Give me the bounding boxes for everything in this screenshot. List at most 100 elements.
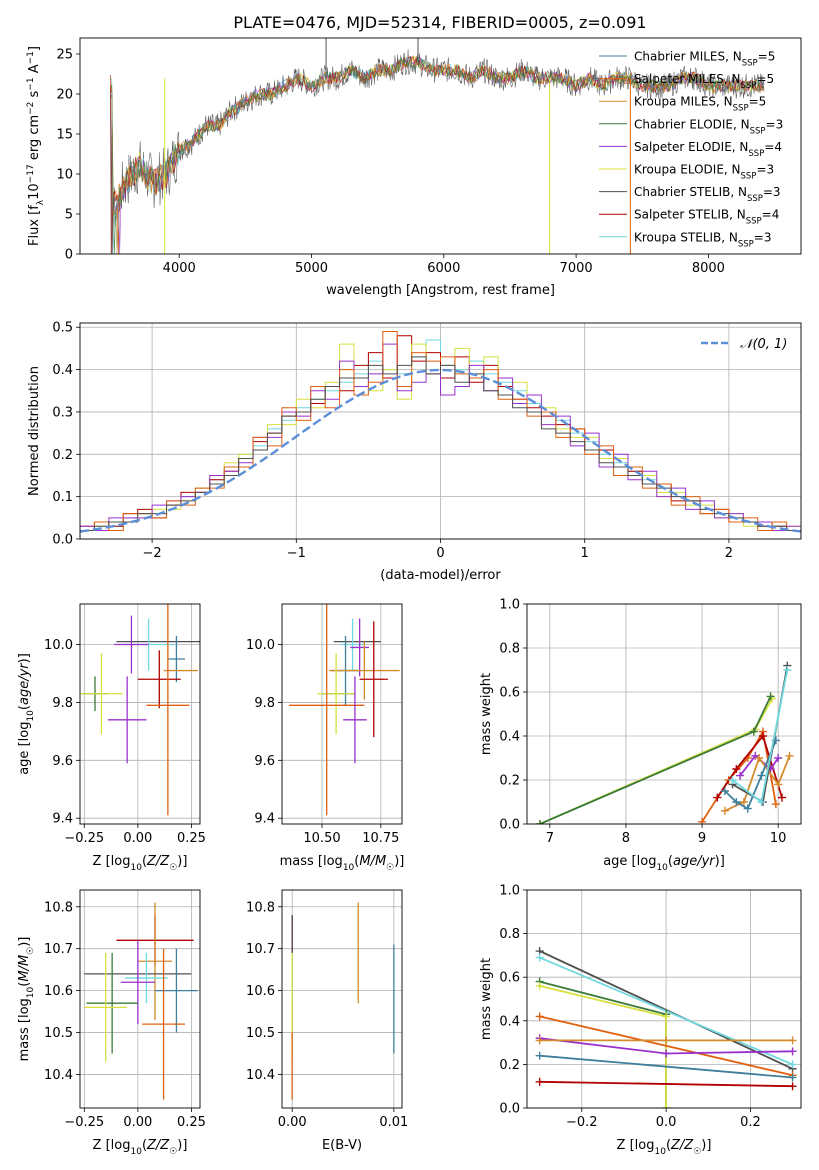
legend-text: Kroupa MILES, N	[634, 95, 733, 109]
x-tick-label: 1	[581, 546, 589, 561]
x-tick-label: 7000	[560, 261, 593, 276]
label-part: (	[17, 705, 32, 710]
weight-marker	[749, 727, 758, 736]
x-axis-label: age [log10(age/yr)]	[603, 854, 725, 873]
y-tick-label: 9.6	[254, 754, 275, 769]
weight-line-salpeter_stelib	[539, 1080, 793, 1088]
label-part: Z [log	[617, 1138, 655, 1153]
axes-frame	[79, 603, 201, 825]
y-tick-label: 9.6	[52, 754, 73, 769]
weight-marker	[788, 1060, 797, 1069]
label-part: )]	[701, 1138, 711, 1153]
weight-line-kroupa_elodie	[539, 985, 667, 1108]
weight-marker	[535, 953, 544, 962]
legend-text: =3	[756, 163, 774, 177]
y-tick-label: 0.2	[499, 774, 520, 789]
histograms	[80, 330, 801, 539]
legend-text: Salpeter STELIB, N	[634, 208, 746, 222]
y-tick-label: 0.5	[52, 321, 73, 336]
legend-entry: Chabrier MILES, NSSP=5	[634, 50, 775, 69]
legend-text: Kroupa ELODIE, N	[634, 163, 741, 177]
y-tick-label: 5	[65, 208, 73, 223]
x-tick-label: 8	[622, 831, 630, 846]
weight-marker	[732, 765, 741, 773]
axes-frame	[281, 889, 403, 1109]
weight-marker	[535, 1036, 544, 1045]
legend-entry: Kroupa ELODIE, NSSP=3	[634, 163, 774, 182]
legend-text: =3	[766, 117, 784, 131]
label-part: ☉	[693, 1147, 701, 1157]
label-part: )]	[17, 653, 32, 663]
weight-marker	[771, 800, 780, 809]
label-part: )]	[177, 854, 187, 869]
figure-title: PLATE=0476, MJD=52314, FIBERID=0005, z=0…	[233, 13, 646, 32]
y-tick-label: 9.8	[254, 696, 275, 711]
gaussian-curve	[80, 368, 801, 533]
x-tick-label: −0.25	[64, 1115, 104, 1130]
weight-line-chabrier_stelib	[539, 950, 793, 1070]
x-tick-label: 0.01	[379, 1115, 408, 1130]
weight-marker	[758, 732, 767, 740]
weight-lines	[535, 661, 794, 824]
weight-line-chabrier_miles	[539, 1054, 793, 1079]
label-part: Z [log	[93, 1138, 131, 1153]
label-part: Z/Z	[670, 1138, 694, 1153]
legend-text: =3	[754, 230, 772, 244]
weight-lines	[535, 947, 797, 1108]
y-tick-label: 0.4	[499, 730, 520, 745]
spectrum-chabrier_elodie	[110, 55, 765, 254]
panel-mass_vs_ebv: 0.00 0.01 10.4 10.5 10.6 10.7 10.8 E(B-V)	[246, 889, 408, 1153]
y-tick-label: 0.4	[52, 363, 73, 378]
label-part: (	[142, 854, 147, 869]
legend-entry: Salpeter STELIB, NSSP=4	[634, 208, 779, 227]
label-part: (	[17, 982, 32, 987]
panel-age_vs_Z: −0.25 0.00 0.259.49.69.810.0Z [log10(Z/Z☉)…	[17, 603, 206, 873]
legend-entry: Kroupa MILES, NSSP=5	[634, 95, 766, 114]
weight-marker	[662, 1036, 671, 1045]
weight-marker	[788, 1047, 797, 1056]
label-part: E(B-V)	[322, 1138, 362, 1153]
legend-entry: Kroupa STELIB, NSSP=3	[634, 230, 772, 249]
label-part: )]	[394, 854, 404, 869]
points	[291, 902, 395, 1100]
x-tick-label: 10.50	[303, 831, 340, 846]
y-tick-label: 1.0	[499, 598, 520, 613]
y-tick-label: 0.8	[499, 927, 520, 942]
legend-sub: SSP	[733, 104, 749, 114]
y-tick-label: 1.0	[499, 884, 520, 899]
weight-marker	[535, 1012, 544, 1021]
label-part: Z/Z	[146, 854, 170, 869]
label-part: 10	[26, 986, 36, 998]
label-part: Z/Z	[146, 1138, 170, 1153]
legend-text: =3	[763, 185, 781, 199]
y-tick-label: 10.5	[246, 1026, 275, 1041]
y-tick-label: 0.1	[52, 490, 73, 505]
legend-text: =5	[756, 72, 774, 86]
x-axis-label: Z [log10(Z/Z☉)]	[93, 854, 188, 873]
y-tick-label: 10.5	[44, 1026, 73, 1041]
label-part: (	[668, 854, 673, 869]
x-tick-label: 4000	[163, 261, 196, 276]
label-part: (	[354, 854, 359, 869]
y-tick-label: 0.6	[499, 971, 520, 986]
label-part: age/yr	[17, 662, 32, 705]
legend-sub: SSP	[750, 126, 766, 136]
y-tick-label: 10.8	[44, 900, 73, 915]
label-part: (	[142, 1138, 147, 1153]
legend-sub: SSP	[742, 59, 758, 69]
x-tick-label: 0.00	[123, 831, 152, 846]
weight-marker	[757, 798, 766, 806]
y-tick-label: 10.4	[246, 1068, 275, 1083]
axes-frame	[281, 603, 403, 825]
x-tick-label: 9	[698, 831, 706, 846]
x-tick-label: 0.0	[656, 1115, 677, 1130]
x-tick-label: 6000	[427, 261, 460, 276]
legend-text: =5	[749, 95, 767, 109]
weight-marker	[788, 1082, 797, 1091]
weight-marker	[777, 793, 786, 802]
y-tick-label: 9.8	[52, 696, 73, 711]
x-tick-label: 8000	[692, 261, 725, 276]
weight-marker	[698, 817, 707, 824]
